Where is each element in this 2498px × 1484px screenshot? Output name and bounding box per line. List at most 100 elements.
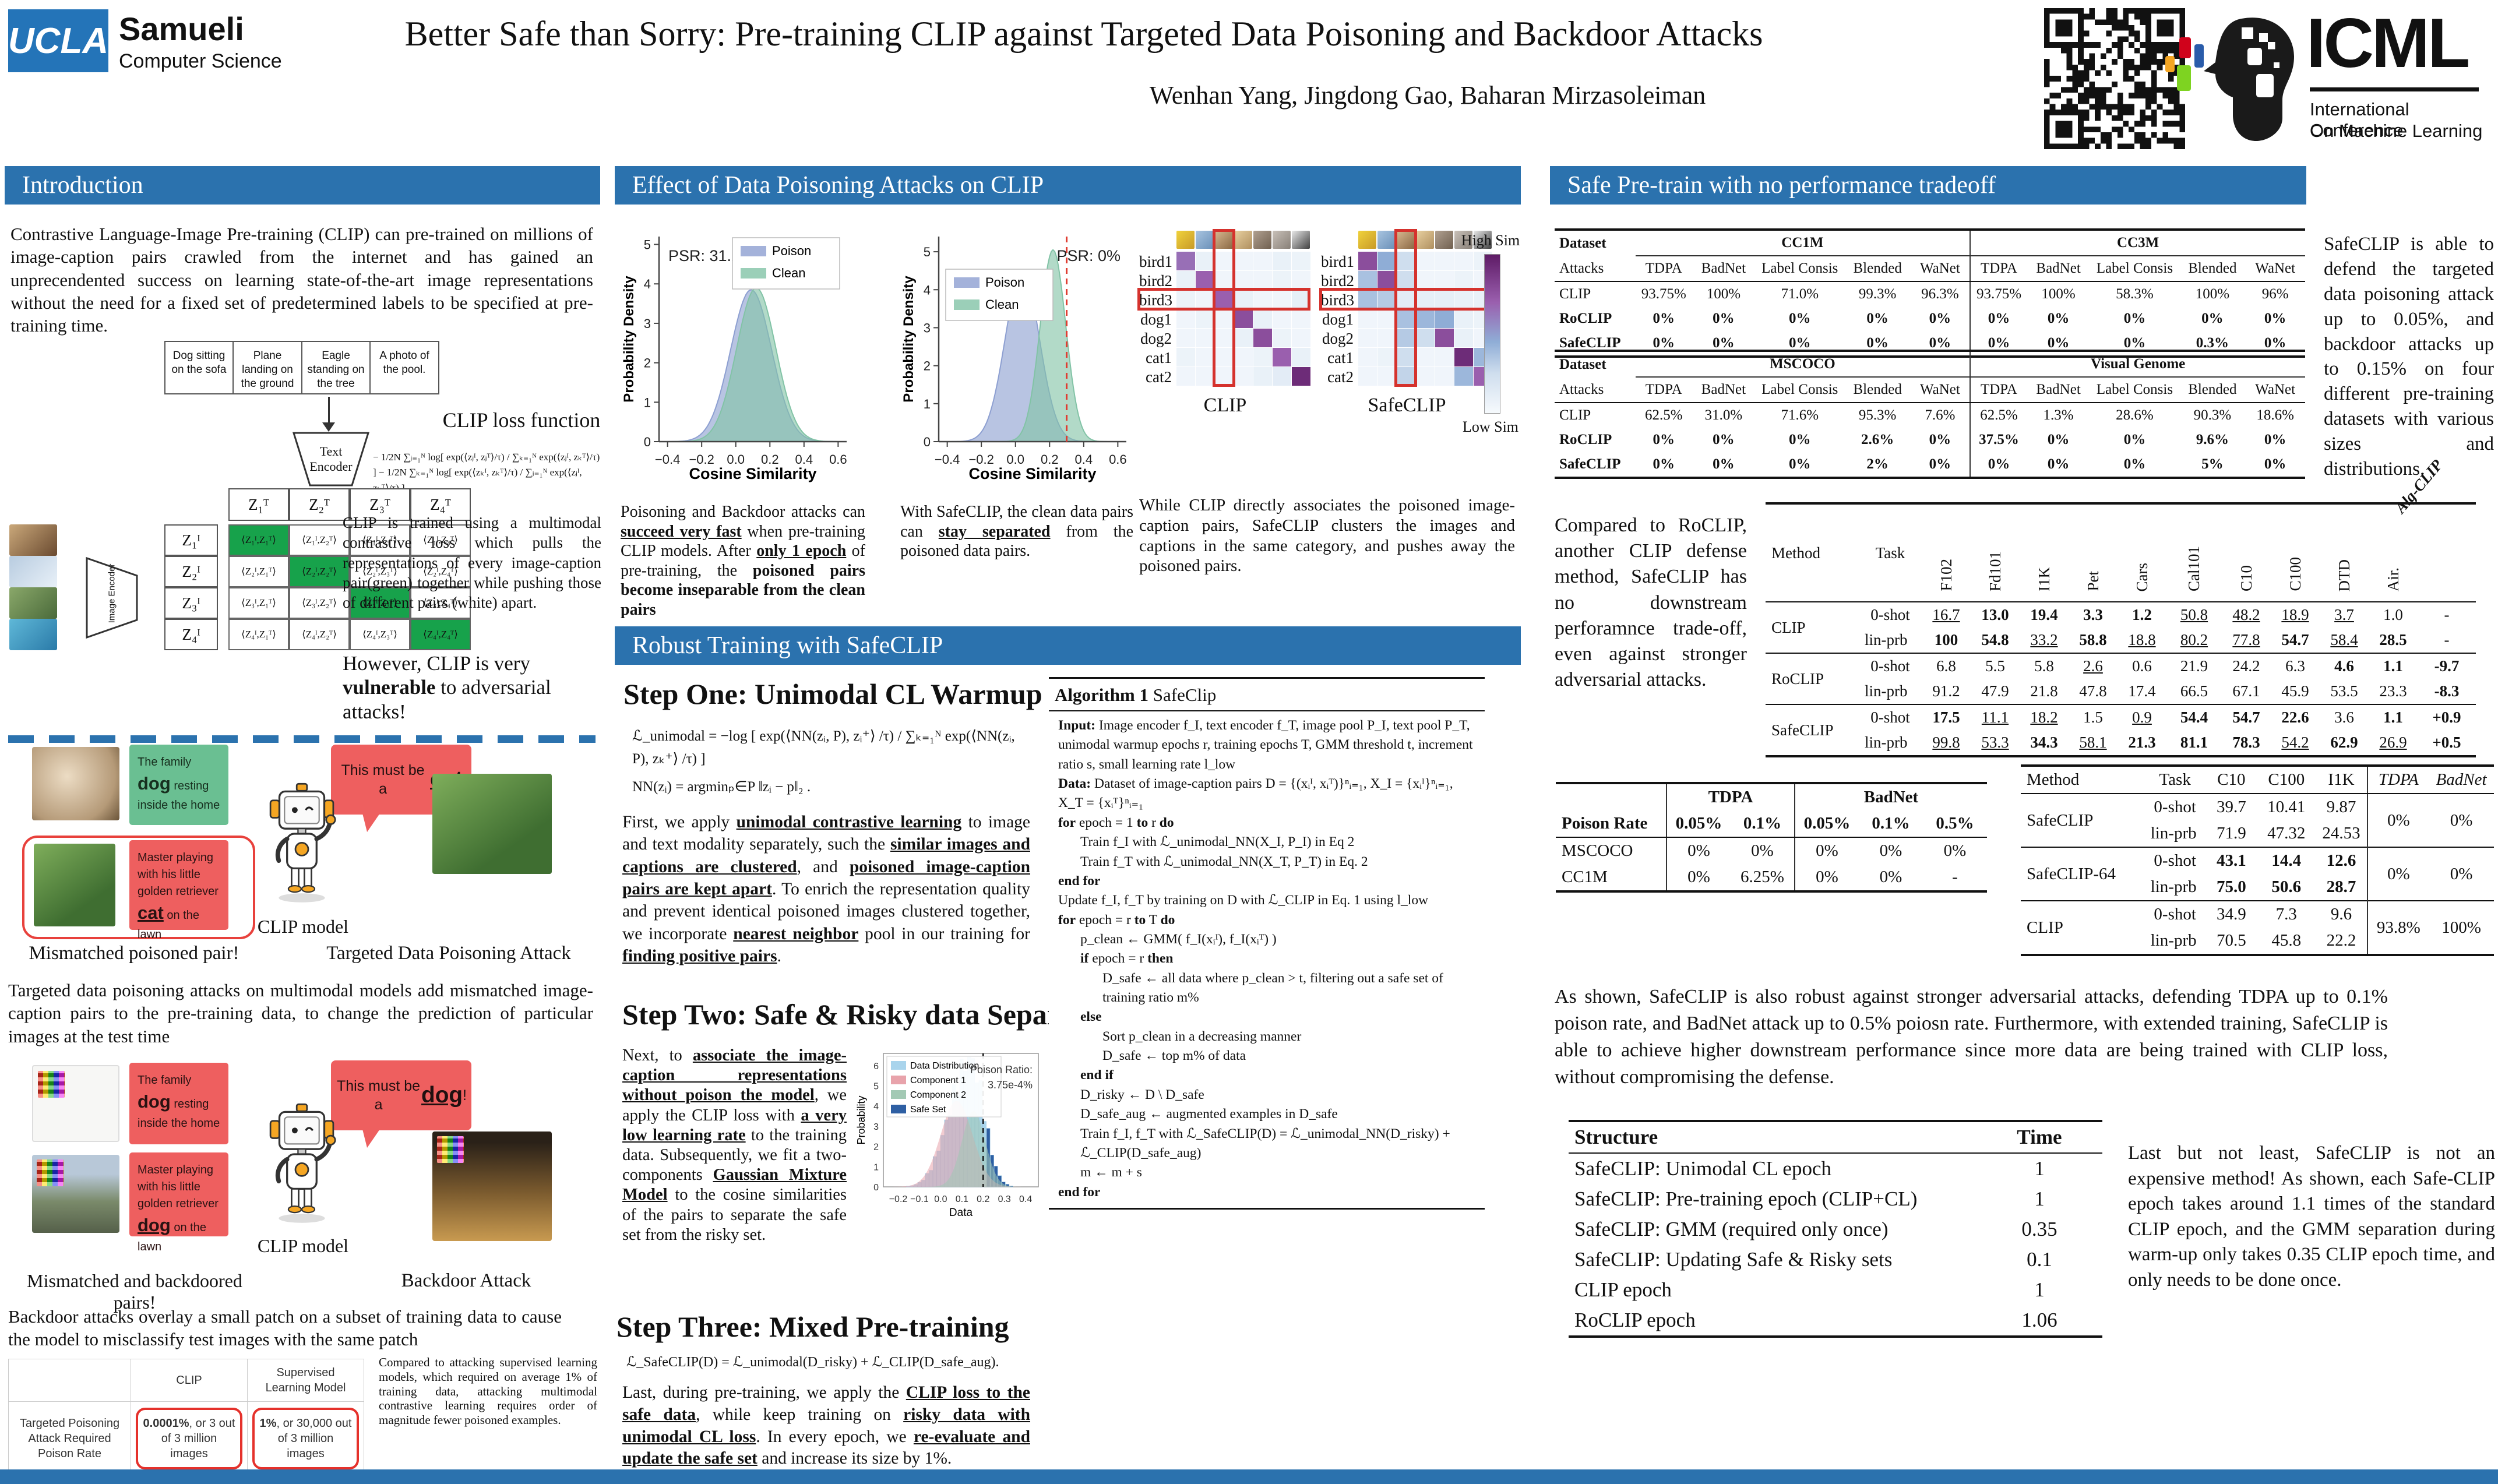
attack-success-table-2: Dataset MSCOCO Visual Genome Attacks TDPA Bad… [1555, 350, 2305, 479]
table-cell: CLIP [2021, 900, 2145, 955]
table-cell: CC1M [1635, 230, 1971, 256]
table-cell: 58.8 [2079, 631, 2107, 648]
heatmap-cell [1397, 271, 1415, 290]
heatmap-column-thumb [1196, 231, 1214, 249]
table-cell: 93.75% [1969, 281, 2027, 306]
svg-text:0.4: 0.4 [795, 452, 813, 467]
table-cell: 12.6 [2315, 847, 2368, 874]
table-cell: 23.3 [2379, 682, 2407, 700]
table-cell: BadNet [2027, 377, 2090, 403]
heatmap-cell [1176, 348, 1195, 366]
table-cell: 18.9 [2281, 606, 2309, 623]
heatmap-cell [1234, 329, 1253, 347]
table-cell: 0% [1653, 311, 1675, 326]
table-cell: 28.5 [2379, 631, 2407, 648]
heatmap-row-label: bird3 [1321, 291, 1354, 309]
ucla-logo-text: UCLA [8, 20, 109, 61]
image-embedding-cell: Z₃ᴵ [164, 587, 218, 619]
algorithm-line: for epoch = r to T do [1058, 912, 1175, 928]
table-cell: 58.4 [2330, 631, 2358, 648]
backdoor-caption-box-1: The family dog resting inside the home [129, 1063, 228, 1144]
table-cell: WaNet [2245, 377, 2305, 403]
table-cell: 0% [1879, 868, 1902, 886]
table-cell: lin-prb [2150, 824, 2197, 843]
section-header-introduction: Introduction [5, 166, 600, 205]
structure-time-table: Structure Time SafeCLIP: Unimodal CL epoch… [1569, 1120, 2102, 1338]
svg-text:1: 1 [924, 397, 931, 411]
table-cell: 0% [2123, 311, 2146, 326]
table-cell: 0.05% [1794, 810, 1859, 838]
table-cell: 0% [2450, 810, 2473, 830]
table-cell: TDPA [1969, 377, 2027, 403]
caption-box: Eagle standing on the tree [301, 341, 371, 394]
icml-head-logo-icon [2204, 17, 2294, 142]
heatmap-row-label: cat2 [1146, 368, 1172, 386]
table-cell: CLIP [1559, 407, 1591, 423]
clip-loss-formula: − 1/2N ∑ⱼ₌₁ᴺ log[ exp(⟨zⱼᴵ, zⱼᵀ⟩/τ) / ∑ₖ… [373, 452, 600, 494]
heatmap-cell [1176, 290, 1195, 309]
clip-robot-icon [269, 1103, 336, 1223]
algorithm-line: Train f_T with ℒ_unimodal_NN(X_T, P_T) i… [1080, 854, 1368, 869]
heatmap-cell [1234, 348, 1253, 366]
table-cell: 0% [1666, 864, 1731, 891]
heatmap-cell [1397, 252, 1415, 270]
heatmap-cell [1196, 271, 1214, 290]
svg-text:5: 5 [873, 1082, 879, 1092]
table-cell: 0.1% [1731, 810, 1795, 838]
table-cell: 71.6% [1781, 407, 1819, 423]
table-cell: 0% [1789, 456, 1811, 472]
heatmap-cell [1234, 271, 1253, 290]
heatmap-cell [1215, 309, 1234, 328]
attack-success-table-1: Dataset CC1M CC3M Attacks TDPA BadNet Label Co… [1555, 228, 2305, 358]
heatmap-cell [1253, 329, 1272, 347]
heatmap-cell [1397, 290, 1415, 309]
table-cell: 0% [2047, 432, 2070, 447]
heatmap-title: CLIP [1203, 394, 1247, 416]
heatmap-cell [1196, 252, 1214, 270]
highlight-row-rect [1137, 288, 1310, 311]
svg-text:5: 5 [644, 238, 651, 252]
heatmap-column-thumb [1435, 231, 1453, 249]
table-cell: 4.6 [2320, 653, 2369, 679]
table-cell: 1.0 [2383, 606, 2403, 623]
table-cell: 0% [1789, 432, 1811, 447]
heatmap-row-label: bird1 [1139, 253, 1172, 270]
backdoor-speech-bubble: This must be a dog! [331, 1060, 471, 1148]
heatmap-cell [1253, 309, 1272, 328]
table-cell: 45.9 [2281, 682, 2309, 700]
table-cell: 100 [1934, 631, 1958, 648]
algorithm-line: if epoch = r then [1080, 951, 1174, 967]
table-cell: Blended [2179, 256, 2246, 282]
heatmap-cell [1454, 271, 1473, 290]
table-cell: 53.5 [2330, 682, 2358, 700]
table-cell: Dataset [1559, 356, 1606, 372]
table-cell: 0% [2047, 456, 2070, 472]
heatmap-cell [1196, 309, 1214, 328]
heatmap-cell [1215, 290, 1234, 309]
table-cell: 0% [2201, 311, 2224, 326]
table-cell: 1.1 [2369, 653, 2418, 679]
heatmap-cell [1196, 329, 1214, 347]
table-cell: 0.05% [1666, 810, 1731, 838]
table-cell: 0.3% [2196, 335, 2229, 351]
highlight-col-rect [1394, 229, 1417, 387]
table-cell: 21.9 [2166, 653, 2222, 679]
heatmap-column-thumb [1416, 231, 1434, 249]
table-cell: RoCLIP [1766, 653, 1859, 704]
table-cell: 0% [1751, 841, 1774, 860]
table-cell: 28.6% [2116, 407, 2154, 423]
table-cell: 9.87 [2326, 798, 2356, 816]
mismatched-pair-label: Mismatched poisoned pair! [29, 943, 239, 964]
table-cell: 1 [2034, 1157, 2045, 1180]
table-cell: Label Consis [2090, 377, 2180, 403]
svg-text:0: 0 [873, 1183, 879, 1193]
table-cell: 17.5 [1922, 704, 1971, 730]
table-cell: SafeCLIP: GMM (required only once) [1574, 1218, 1889, 1240]
table-cell: 0% [1929, 456, 1951, 472]
table-cell: BadNet [2429, 766, 2494, 794]
table-cell: 99.8 [1932, 734, 1960, 751]
algorithm-line: D_safe ← top m% of data [1102, 1048, 1246, 1064]
table-cell: Label Consis [1754, 377, 1845, 403]
table-cell: 0% [1666, 837, 1731, 864]
table-cell: 7.3 [2257, 900, 2316, 928]
